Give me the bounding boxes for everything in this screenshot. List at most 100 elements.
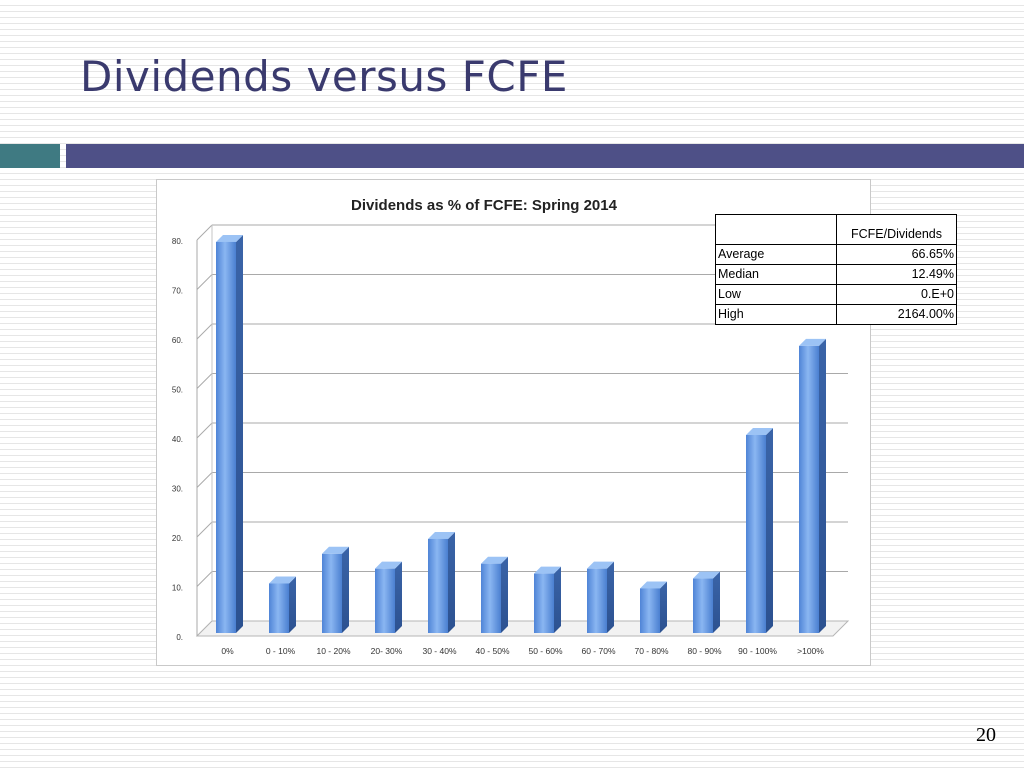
accent-bar-left (0, 144, 60, 168)
stats-label: High (715, 304, 837, 325)
gridline-depth (196, 422, 213, 439)
x-tick-label: 90 - 100% (738, 646, 777, 656)
bar-side (395, 561, 402, 633)
y-tick-label: 40. (172, 435, 183, 444)
bar-top (481, 556, 508, 564)
y-tick-label: 60. (172, 336, 183, 345)
stats-table-header: FCFE/Dividends (715, 214, 957, 245)
bar-top (375, 561, 402, 569)
bar (216, 234, 243, 633)
y-tick-label: 80. (172, 237, 183, 246)
gridline-depth (196, 571, 213, 587)
bar-side (448, 531, 455, 633)
x-tick-label: 80 - 90% (687, 646, 721, 656)
bar-top (746, 428, 773, 435)
bar-side (713, 571, 720, 633)
bar-front (481, 563, 501, 633)
bar-front (534, 573, 554, 633)
x-tick-label: 60 - 70% (581, 646, 615, 656)
bar-top (322, 546, 349, 554)
x-tick-label: 0% (221, 646, 234, 656)
stats-label: Average (715, 244, 837, 265)
x-tick-label: 30 - 40% (422, 646, 456, 656)
stats-value: 66.65% (836, 244, 957, 265)
chart-title: Dividends as % of FCFE: Spring 2014 (351, 197, 618, 214)
x-tick-label: 10 - 20% (316, 646, 350, 656)
bar-front (428, 538, 448, 633)
accent-bar-main (66, 144, 1024, 168)
bar-front (746, 435, 766, 633)
bar (322, 546, 349, 633)
y-tick-label: 10. (172, 584, 183, 593)
bar (640, 581, 667, 633)
bar-side (660, 581, 667, 633)
bar-top (428, 531, 455, 539)
bar (481, 556, 508, 633)
bar-front (216, 241, 236, 633)
bar-top (269, 576, 296, 584)
bar-front (799, 345, 819, 633)
gridline-depth (196, 274, 213, 290)
bar-front (640, 588, 660, 633)
x-tick-label: >100% (797, 646, 824, 656)
bar-top (693, 571, 720, 579)
bar-side (342, 546, 349, 633)
gridline-depth (196, 224, 213, 241)
gridline-depth (196, 472, 213, 488)
gridline-depth (196, 373, 213, 389)
chart-floor (195, 620, 850, 637)
bar-side (554, 566, 561, 633)
bar-front (693, 578, 713, 633)
gridline-depth (196, 323, 213, 340)
bar-chart: Dividends as % of FCFE: Spring 2014 0. 10… (172, 197, 850, 656)
bar-front (269, 583, 289, 633)
stats-value: 0.E+0 (836, 284, 957, 305)
stats-row-average: Average 66.65% (715, 244, 957, 265)
stats-row-median: Median 12.49% (715, 264, 957, 285)
chart-labels: 0. 10. 20. 30. 40. 50. 60. 70. 80. 0% 0 - 10% 10 - … (172, 237, 824, 656)
page-number: 20 (976, 724, 996, 746)
stats-header-blank (715, 214, 837, 245)
bar-front (322, 553, 342, 633)
stats-value: 12.49% (836, 264, 957, 285)
bar (534, 566, 561, 633)
bar (799, 338, 826, 633)
y-tick-label: 50. (172, 386, 183, 395)
bar (693, 571, 720, 633)
bar-side (766, 428, 773, 633)
y-tick-label: 0. (176, 633, 183, 642)
x-tick-label: 70 - 80% (634, 646, 668, 656)
stats-value: 2164.00% (836, 304, 957, 325)
bar-top (216, 234, 243, 242)
stats-table: FCFE/Dividends Average 66.65% Median 12.… (715, 214, 957, 325)
y-tick-label: 20. (172, 534, 183, 543)
bar-side (289, 576, 296, 633)
bar (269, 576, 296, 633)
bar-top (799, 338, 826, 346)
stats-row-high: High 2164.00% (715, 304, 957, 325)
bar-side (819, 338, 826, 633)
x-tick-label: 20- 30% (371, 646, 403, 656)
bar-side (501, 556, 508, 633)
stats-label: Median (715, 264, 837, 285)
bar-front (375, 568, 395, 633)
stats-header-fcfe-dividends: FCFE/Dividends (836, 214, 957, 245)
bar (375, 561, 402, 633)
chart-axes (195, 225, 850, 637)
stats-row-low: Low 0.E+0 (715, 284, 957, 305)
stats-label: Low (715, 284, 837, 305)
bar-side (607, 561, 614, 633)
bar (587, 561, 614, 633)
bar-top (640, 581, 667, 589)
gridline-depth (196, 521, 213, 538)
bar (746, 428, 773, 633)
bar-front (587, 568, 607, 633)
y-tick-label: 30. (172, 485, 183, 494)
bar-top (587, 561, 614, 569)
x-tick-label: 40 - 50% (475, 646, 509, 656)
x-tick-label: 0 - 10% (266, 646, 296, 656)
slide-title: Dividends versus FCFE (80, 52, 568, 101)
x-tick-label: 50 - 60% (528, 646, 562, 656)
chart-bars (216, 234, 826, 633)
bar-top (534, 566, 561, 574)
